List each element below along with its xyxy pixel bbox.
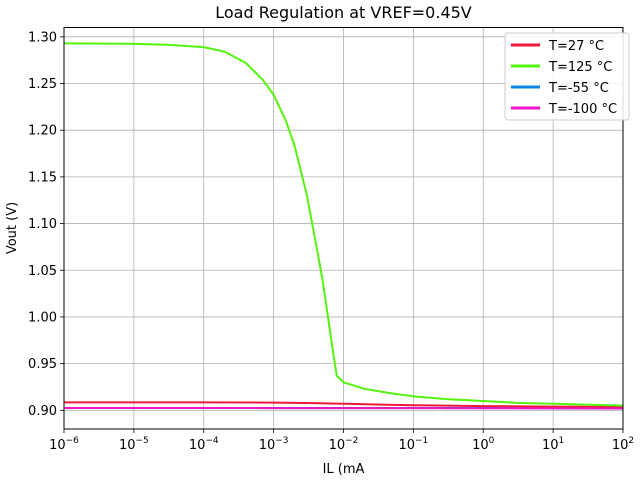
series-line-t-27-c [64,401,624,409]
plot-series [63,42,624,410]
legend-label: T=-55 °C [548,81,609,96]
y-axis-label: Vout (V) [5,202,20,254]
y-tick-label: 1.25 [28,77,57,92]
legend: T=27 °C T=125 °C T=-55 °C T=-100 °C [504,32,630,121]
x-tick-label: 100 [472,436,495,453]
x-tick-label: 102 [612,436,634,453]
x-tick-label: 10−6 [49,436,79,453]
x-tick-label: 10−1 [398,436,428,453]
x-tick-label: 10−5 [119,436,149,453]
x-tick-label: 101 [542,436,564,453]
chart-title: Load Regulation at VREF=0.45V [215,3,472,22]
x-tick-label: 10−4 [189,436,219,453]
grid [63,27,624,429]
legend-box [504,32,630,121]
y-axis: 0.90 0.95 1.00 1.05 1.10 1.15 1.20 1.25 1.30 [28,30,64,419]
y-tick-label: 1.20 [28,124,57,139]
x-tick-label: 10−2 [329,436,359,453]
y-tick-label: 0.90 [28,404,57,419]
x-axis: 10−6 10−5 10−4 10−3 10−2 10−1 100 101 102 [49,429,634,453]
y-tick-label: 1.05 [28,264,57,279]
series-line-t-125-c [63,42,624,407]
y-tick-label: 1.10 [28,217,57,232]
x-axis-label: IL (mA [323,462,365,477]
legend-label: T=125 °C [548,60,612,75]
y-tick-label: 1.00 [28,310,57,325]
legend-label: T=-100 °C [548,102,617,117]
y-tick-label: 0.95 [28,357,57,372]
y-tick-label: 1.15 [28,170,57,185]
y-tick-label: 1.30 [28,30,57,45]
legend-label: T=27 °C [548,39,604,54]
x-tick-label: 10−3 [259,436,289,453]
